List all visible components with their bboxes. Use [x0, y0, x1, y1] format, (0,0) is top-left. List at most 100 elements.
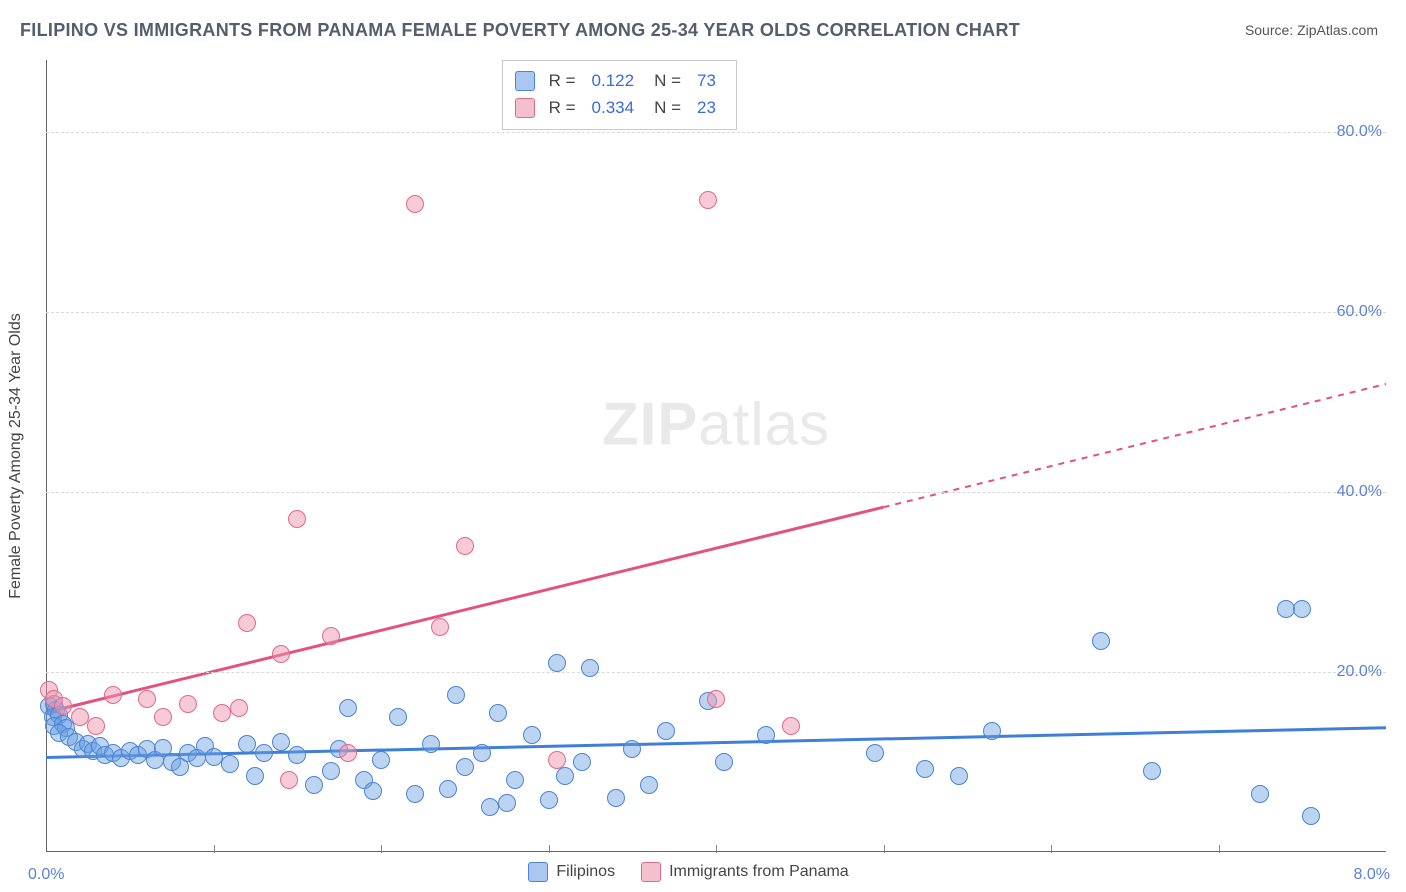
data-point	[288, 746, 306, 764]
x-tick	[1051, 845, 1052, 853]
data-point	[950, 767, 968, 785]
data-point	[456, 758, 474, 776]
data-point	[406, 785, 424, 803]
data-point	[238, 735, 256, 753]
x-tick	[716, 845, 717, 853]
stats-row: R = 0.122 N = 73	[515, 67, 722, 94]
data-point	[339, 699, 357, 717]
data-point	[372, 751, 390, 769]
data-point	[280, 771, 298, 789]
grid-line	[46, 312, 1386, 313]
legend-swatch	[515, 98, 535, 118]
data-point	[540, 791, 558, 809]
legend-swatch	[528, 862, 548, 882]
data-point	[104, 686, 122, 704]
source-credit: Source: ZipAtlas.com	[1245, 22, 1378, 38]
legend-item: Filipinos	[528, 862, 615, 882]
data-point	[87, 717, 105, 735]
data-point	[983, 722, 1001, 740]
grid-line	[46, 132, 1386, 133]
data-point	[272, 733, 290, 751]
data-point	[548, 654, 566, 672]
data-point	[364, 782, 382, 800]
data-point	[406, 195, 424, 213]
data-point	[422, 735, 440, 753]
trend-lines	[46, 60, 1386, 852]
grid-line	[46, 492, 1386, 493]
data-point	[498, 794, 516, 812]
data-point	[389, 708, 407, 726]
n-value: 73	[697, 67, 716, 94]
trend-line-dashed	[884, 384, 1387, 507]
data-point	[523, 726, 541, 744]
stats-row: R =0.334N =23	[515, 94, 722, 121]
chart-area: Female Poverty Among 25-34 Year Olds ZIP…	[46, 60, 1386, 852]
legend-label: Filipinos	[556, 863, 615, 881]
x-tick	[381, 845, 382, 853]
r-value: 0.122	[592, 67, 635, 94]
source-link[interactable]: ZipAtlas.com	[1297, 22, 1378, 38]
data-point	[1302, 807, 1320, 825]
legend-swatch	[515, 71, 535, 91]
data-point	[1277, 600, 1295, 618]
data-point	[866, 744, 884, 762]
y-axis-label: Female Poverty Among 25-34 Year Olds	[7, 313, 25, 599]
x-axis-max-label: 8.0%	[1354, 866, 1390, 884]
data-point	[556, 767, 574, 785]
data-point	[657, 722, 675, 740]
data-point	[481, 798, 499, 816]
data-point	[138, 690, 156, 708]
data-point	[1143, 762, 1161, 780]
data-point	[473, 744, 491, 762]
data-point	[1251, 785, 1269, 803]
y-tick-label: 40.0%	[1337, 483, 1382, 501]
series-legend: Filipinos Immigrants from Panama	[528, 862, 848, 882]
legend-item: Immigrants from Panama	[641, 862, 849, 882]
data-point	[489, 704, 507, 722]
data-point	[573, 753, 591, 771]
data-point	[1293, 600, 1311, 618]
r-label: R =	[549, 67, 576, 94]
data-point	[1092, 632, 1110, 650]
data-point	[548, 751, 566, 769]
data-point	[715, 753, 733, 771]
data-point	[54, 697, 72, 715]
data-point	[699, 191, 717, 209]
chart-title: FILIPINO VS IMMIGRANTS FROM PANAMA FEMAL…	[20, 20, 1020, 41]
legend-swatch	[641, 862, 661, 882]
grid-line	[46, 672, 1386, 673]
x-tick	[214, 845, 215, 853]
stats-legend-box: R = 0.122 N = 73R = 0.334 N = 23	[502, 60, 737, 130]
data-point	[230, 699, 248, 717]
data-point	[238, 614, 256, 632]
x-tick	[549, 845, 550, 853]
y-tick-label: 20.0%	[1337, 663, 1382, 681]
source-prefix: Source:	[1245, 22, 1297, 38]
data-point	[221, 755, 239, 773]
data-point	[456, 537, 474, 555]
scatter-plot: ZIPatlas R =0.122N =73R =0.334N =23 20.0…	[46, 60, 1386, 852]
data-point	[623, 740, 641, 758]
x-tick	[1219, 845, 1220, 853]
data-point	[246, 767, 264, 785]
data-point	[272, 645, 290, 663]
data-point	[179, 695, 197, 713]
data-point	[447, 686, 465, 704]
data-point	[288, 510, 306, 528]
n-label: N =	[654, 67, 681, 94]
x-tick	[884, 845, 885, 853]
data-point	[255, 744, 273, 762]
n-value: 23	[697, 94, 716, 121]
data-point	[305, 776, 323, 794]
y-tick-label: 80.0%	[1337, 123, 1382, 141]
data-point	[322, 762, 340, 780]
data-point	[707, 690, 725, 708]
r-value: 0.334	[592, 94, 635, 121]
data-point	[506, 771, 524, 789]
legend-label: Immigrants from Panama	[669, 863, 849, 881]
data-point	[431, 618, 449, 636]
n-label: N =	[654, 94, 681, 121]
data-point	[154, 708, 172, 726]
data-point	[439, 780, 457, 798]
data-point	[322, 627, 340, 645]
